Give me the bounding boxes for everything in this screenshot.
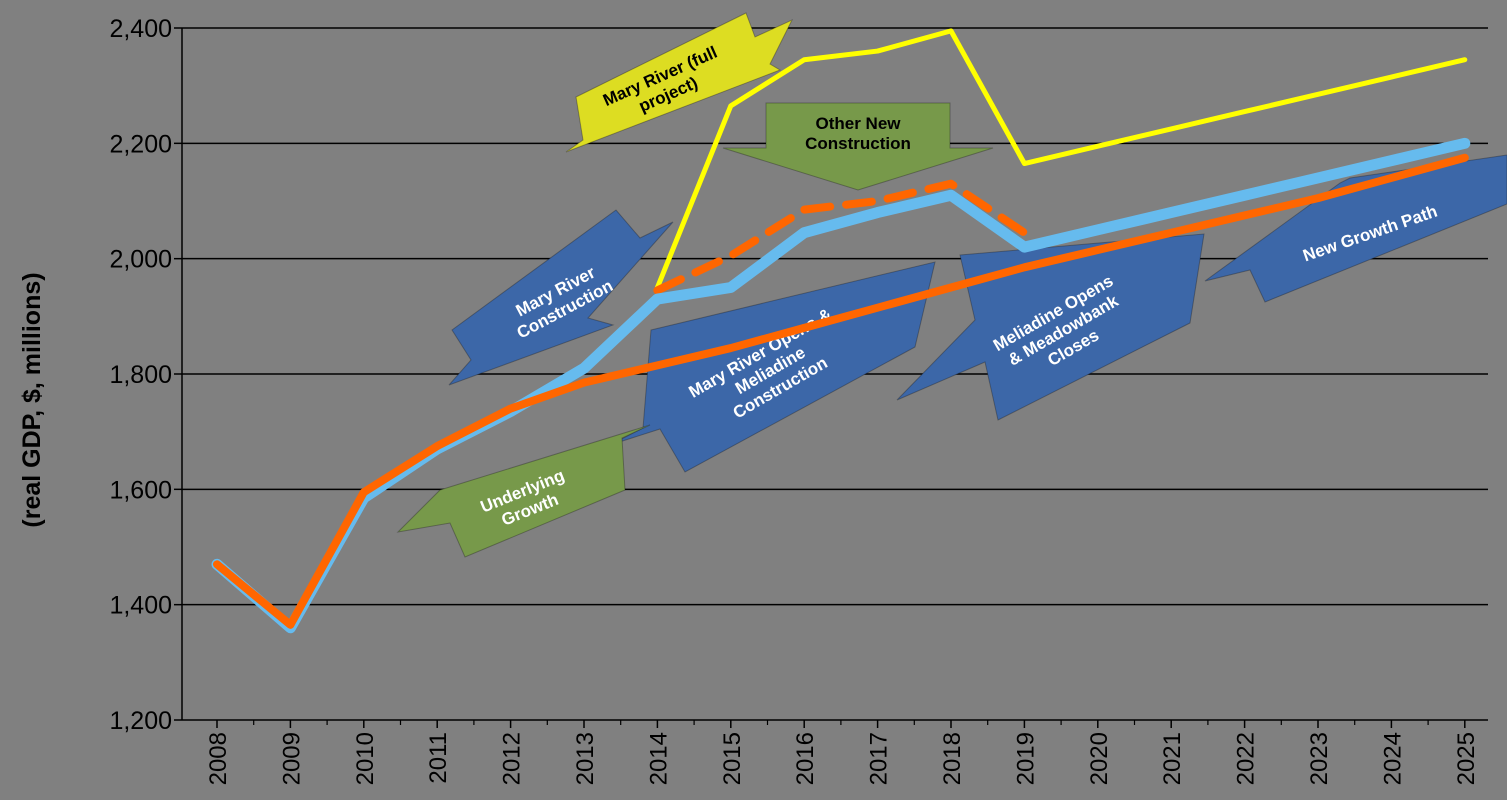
series-lines (211, 28, 1471, 634)
series-line (654, 28, 1468, 290)
x-tick-label: 2023 (1306, 732, 1333, 785)
callout-label-line: Construction (805, 134, 911, 153)
x-tick-label: 2012 (499, 732, 526, 785)
callout-label-line: Other New (815, 114, 901, 133)
axes: 1,200 1,400 1,600 1,800 2,000 2,200 2,400 2008 2… (109, 15, 1479, 785)
y-tick-label: 2,200 (109, 130, 172, 158)
x-tick-label: 2018 (939, 732, 966, 785)
callout-label: Other New Construction (805, 114, 911, 153)
y-axis-label: (real GDP, $, millions) (18, 272, 46, 527)
callout-arrow (722, 102, 994, 191)
x-tick-label: 2024 (1379, 732, 1406, 785)
y-tick-label: 1,800 (109, 361, 172, 389)
y-tick-label: 2,400 (109, 15, 172, 43)
x-tick-label: 2016 (792, 732, 819, 785)
x-tick-label: 2025 (1453, 732, 1480, 785)
callout: UnderlyingGrowth (396, 424, 651, 558)
callout: Other New Construction (722, 102, 994, 191)
y-tick-label: 1,600 (109, 476, 172, 504)
x-tick-label: 2019 (1012, 732, 1039, 785)
x-tick-label: 2021 (1159, 732, 1186, 785)
x-tick-label: 2017 (866, 732, 893, 785)
y-tick-label: 2,000 (109, 246, 172, 274)
x-tick-label: 2008 (205, 732, 232, 785)
series-line (213, 153, 1469, 629)
callout-arrow (565, 12, 794, 153)
callout-arrow (396, 424, 651, 558)
x-tick-label: 2013 (572, 732, 599, 785)
x-tick-label: 2011 (425, 732, 452, 784)
x-tick-label: 2014 (645, 732, 672, 785)
x-tick-label: 2010 (352, 732, 379, 785)
callout-arrow (448, 209, 674, 386)
y-tick-label: 1,200 (109, 707, 172, 735)
x-tick-label: 2009 (278, 732, 305, 785)
x-tick-label: 2020 (1086, 732, 1113, 785)
y-tick-label: 1,400 (109, 592, 172, 620)
x-tick-label: 2015 (719, 732, 746, 785)
series-line (653, 179, 1029, 295)
callout: Mary RiverConstruction (448, 209, 674, 386)
x-tick-label: 2022 (1233, 732, 1260, 785)
callout: Meliadine Opens& MeadowbankCloses (896, 233, 1205, 421)
